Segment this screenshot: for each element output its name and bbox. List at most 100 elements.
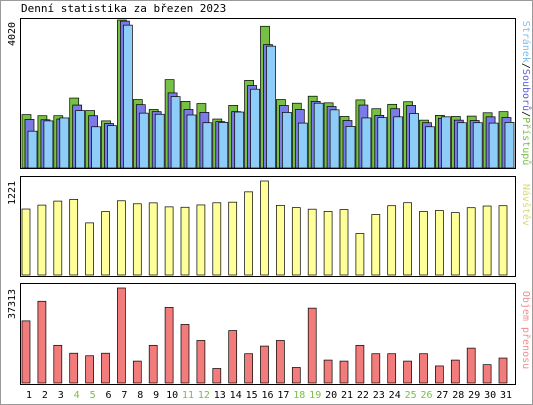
day-label-18: 18 [293,390,305,401]
day-label-16: 16 [261,390,273,401]
bar-visits-day-6 [101,211,110,276]
bar-visits-day-13 [212,202,222,276]
legend-visits: Návštěv [520,184,532,226]
bar-pages-day-18 [297,122,308,169]
bar-kbytes-day-20 [323,359,333,384]
bar-visits-day-23 [371,214,381,276]
day-label-7: 7 [121,390,127,401]
bar-kbytes-day-16 [260,345,269,384]
bar-visits-day-15 [244,191,253,276]
bar-visits-day-29 [466,207,476,276]
bar-pages-day-3 [59,117,70,169]
bar-visits-day-12 [196,204,206,276]
day-label-3: 3 [58,390,64,401]
bar-kbytes-day-8 [132,360,142,384]
bar-kbytes-day-6 [101,352,110,384]
bar-visits-day-20 [323,211,333,276]
bar-kbytes-day-10 [164,307,174,384]
day-label-12: 12 [198,390,210,401]
bar-kbytes-day-26 [419,353,428,384]
bar-visits-day-14 [228,201,238,276]
day-label-8: 8 [137,390,143,401]
bar-visits-day-25 [403,202,412,276]
bar-visits-day-11 [180,206,190,276]
legend-separator-2: / [520,111,531,117]
bar-kbytes-day-3 [53,344,63,384]
hits-panel-frame [20,18,516,169]
bar-kbytes-day-9 [148,344,158,384]
bar-kbytes-day-22 [355,344,365,384]
day-label-1: 1 [26,390,32,401]
day-label-5: 5 [90,390,96,401]
bar-pages-day-16 [266,45,276,169]
day-label-24: 24 [389,390,401,401]
bar-visits-day-28 [450,212,460,276]
visits-panel-frame [20,176,516,277]
day-label-19: 19 [309,390,321,401]
bar-pages-day-7 [123,24,133,169]
bar-pages-day-4 [75,110,86,169]
bar-kbytes-day-13 [212,368,222,384]
bar-pages-day-24 [393,116,404,169]
bar-visits-day-19 [307,208,317,276]
bar-pages-day-28 [456,122,467,169]
hits-panel-ymax-label: 4020 [7,22,18,46]
day-label-17: 17 [277,390,289,401]
bar-kbytes-day-12 [196,340,206,384]
kbytes-panel-frame [20,283,516,385]
bar-pages-day-17 [282,112,292,169]
bar-pages-day-29 [472,122,483,169]
bar-pages-day-30 [488,122,499,169]
bar-pages-day-11 [186,114,197,169]
bar-kbytes-day-19 [307,307,317,384]
bar-pages-day-2 [43,120,54,169]
bar-pages-day-14 [234,111,245,169]
bar-kbytes-day-2 [37,300,47,384]
day-label-13: 13 [214,390,226,401]
day-label-31: 31 [500,390,512,401]
legend-kbytes: Objem přenosu [520,291,532,369]
bar-kbytes-day-28 [450,359,460,384]
bar-pages-day-19 [313,102,324,169]
bar-pages-day-21 [345,126,356,169]
bar-visits-day-18 [291,207,301,276]
bar-pages-day-23 [377,117,388,169]
bar-pages-day-13 [218,121,229,169]
bar-visits-day-27 [435,210,444,276]
bar-pages-day-1 [27,130,38,169]
bar-kbytes-day-4 [69,352,79,384]
day-label-27: 27 [436,390,448,401]
bar-pages-day-8 [138,112,149,169]
legend-separator-1: / [520,63,531,69]
bar-kbytes-day-1 [21,320,31,384]
day-label-29: 29 [468,390,480,401]
bar-kbytes-day-23 [371,353,381,384]
kbytes-panel-ymax-label: 37313 [7,289,18,319]
bar-kbytes-day-14 [228,330,238,384]
bar-pages-day-15 [250,88,260,169]
hits-panel-legend: Stránek/Souborů/Přístupů [520,21,532,166]
bar-visits-day-5 [85,222,94,276]
bar-kbytes-day-31 [498,357,508,384]
bar-visits-day-26 [419,211,428,276]
bar-pages-day-6 [107,125,117,169]
bar-visits-day-8 [132,203,142,276]
bar-pages-day-26 [425,126,435,169]
bar-visits-day-1 [21,208,31,276]
bar-visits-day-2 [37,204,47,276]
day-label-9: 9 [153,390,159,401]
day-label-25: 25 [405,390,417,401]
day-label-14: 14 [230,390,242,401]
bar-kbytes-day-18 [291,367,301,384]
bar-visits-day-30 [482,205,492,276]
bar-pages-day-22 [361,117,372,169]
legend-pages: Stránek [520,21,532,63]
bar-pages-day-27 [441,116,451,169]
bar-kbytes-day-29 [466,347,476,384]
bar-kbytes-day-17 [276,340,285,384]
bar-visits-day-4 [69,199,79,276]
legend-hits: Přístupů [520,117,532,165]
day-label-11: 11 [182,390,194,401]
bar-visits-day-16 [260,180,269,276]
